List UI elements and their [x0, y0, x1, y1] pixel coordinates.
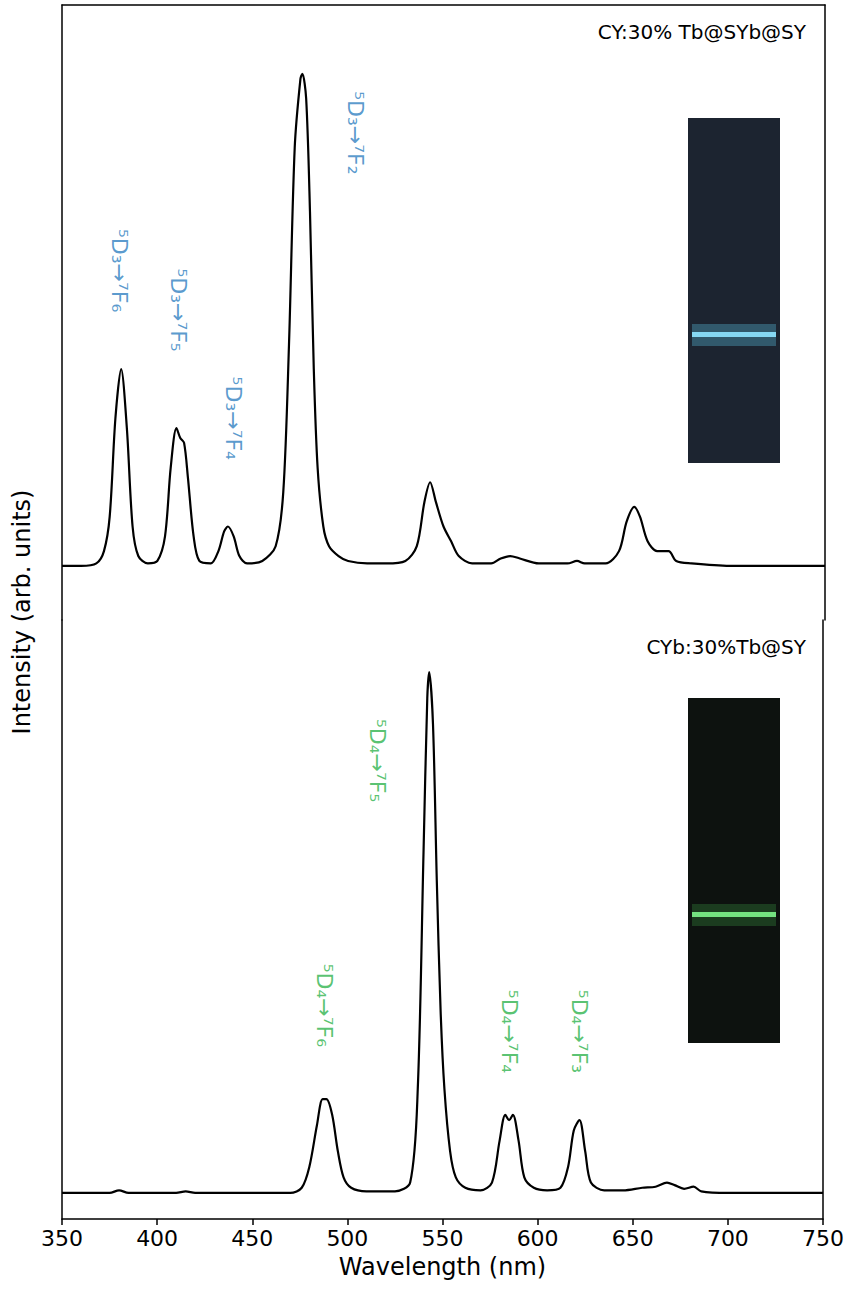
svg-text:350: 350 — [41, 1226, 83, 1251]
svg-text:400: 400 — [136, 1226, 178, 1251]
svg-text:500: 500 — [326, 1226, 368, 1251]
svg-text:550: 550 — [422, 1226, 464, 1251]
svg-text:CY:30% Tb@SYb@SY: CY:30% Tb@SYb@SY — [598, 20, 807, 44]
svg-text:650: 650 — [612, 1226, 654, 1251]
svg-text:⁵D₄→⁷F₅: ⁵D₄→⁷F₅ — [365, 719, 390, 802]
svg-text:600: 600 — [517, 1226, 559, 1251]
svg-text:⁵D₄→⁷F₄: ⁵D₄→⁷F₄ — [497, 990, 522, 1073]
svg-text:⁵D₄→⁷F₆: ⁵D₄→⁷F₆ — [312, 964, 337, 1047]
svg-text:⁵D₃→⁷F₆: ⁵D₃→⁷F₆ — [107, 229, 132, 312]
svg-text:700: 700 — [707, 1226, 749, 1251]
svg-text:⁵D₃→⁷F₄: ⁵D₃→⁷F₄ — [221, 377, 246, 460]
svg-text:CYb:30%Tb@SY: CYb:30%Tb@SY — [646, 635, 806, 659]
svg-text:⁵D₄→⁷F₃: ⁵D₄→⁷F₃ — [567, 990, 592, 1073]
svg-text:750: 750 — [802, 1226, 844, 1251]
svg-text:Wavelength (nm): Wavelength (nm) — [339, 1253, 546, 1281]
svg-text:⁵D₃→⁷F₅: ⁵D₃→⁷F₅ — [166, 268, 191, 351]
svg-text:⁵D₃→⁷F₂: ⁵D₃→⁷F₂ — [343, 91, 368, 174]
svg-text:Intensity (arb. units): Intensity (arb. units) — [8, 490, 36, 735]
svg-text:450: 450 — [231, 1226, 273, 1251]
